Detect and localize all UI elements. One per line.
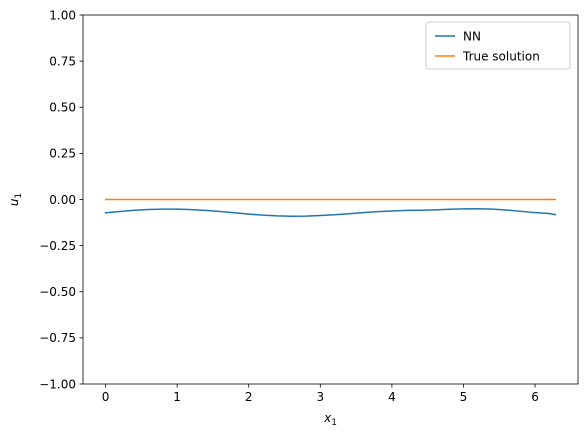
y-tick-label: 0.50 [49,101,76,115]
x-tick-label: 0 [102,390,110,404]
legend: NN True solution [425,21,571,70]
series-layer [104,198,557,218]
legend-label-nn: NN [463,29,481,43]
y-tick-label: −1.00 [39,377,76,391]
y-tick-label: 1.00 [49,8,76,22]
y-tick-label: −0.75 [39,331,76,345]
series-line-nn [104,207,557,218]
legend-label-true-solution: True solution [462,49,540,63]
x-axis-label: x1 [323,411,337,428]
x-tick-label: 4 [388,390,396,404]
y-tick-label: 0.00 [49,193,76,207]
x-axis-label-base: x [323,411,332,425]
x-tick-label: 1 [173,390,181,404]
y-axis-label-sub: 1 [14,193,24,199]
x-tick-label: 5 [460,390,468,404]
x-tick-label: 3 [316,390,324,404]
y-axis-label: u1 [7,193,24,206]
y-tick-label: −0.50 [39,285,76,299]
legend-box [425,21,571,70]
x-tick-label: 2 [245,390,253,404]
y-tick-label: 0.25 [49,147,76,161]
y-tick-label: −0.25 [39,239,76,253]
x-axis: 0 1 2 3 4 5 6 [102,384,539,404]
x-tick-label: 6 [531,390,539,404]
y-axis: −1.00 −0.75 −0.50 −0.25 0.00 0.25 0.50 0.75 1.00 [39,8,83,391]
y-axis-label-base: u [7,198,21,206]
y-tick-label: 0.75 [49,54,76,68]
x-axis-label-sub: 1 [331,418,337,428]
